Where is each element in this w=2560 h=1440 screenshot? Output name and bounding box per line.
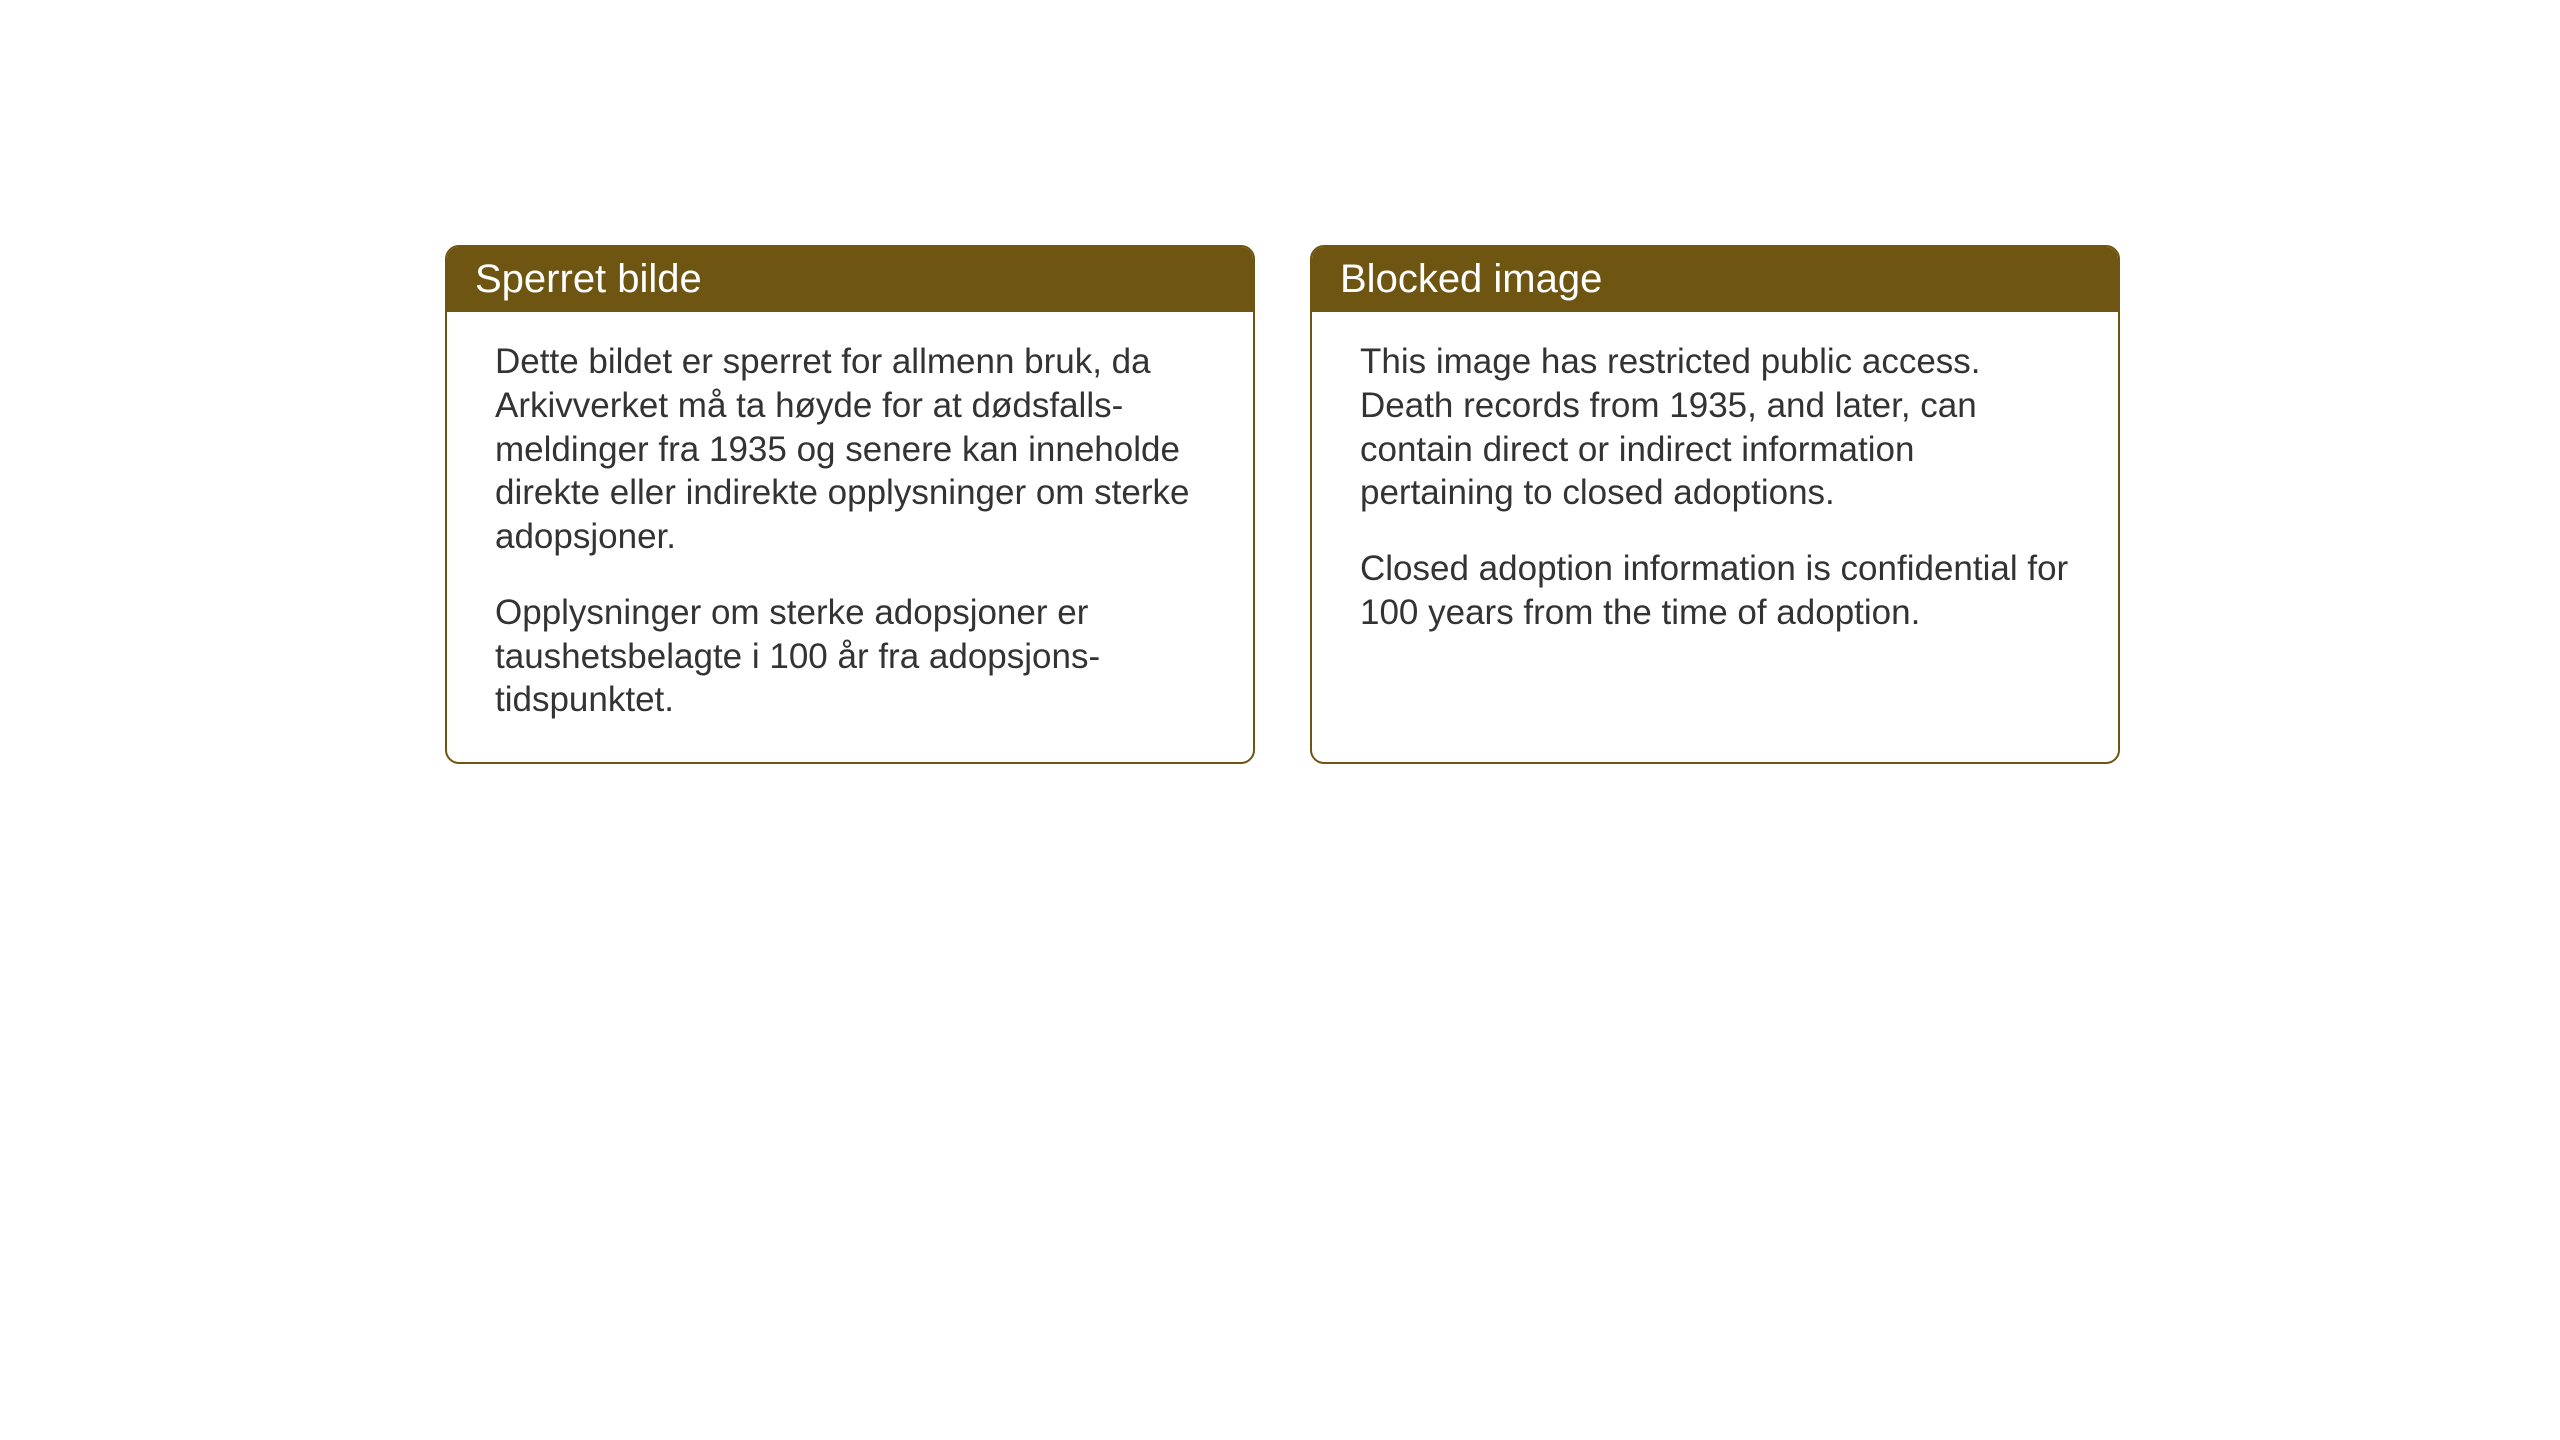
english-paragraph-2: Closed adoption information is confident… — [1360, 547, 2070, 635]
english-paragraph-1: This image has restricted public access.… — [1360, 340, 2070, 515]
norwegian-paragraph-2: Opplysninger om sterke adopsjoner er tau… — [495, 591, 1205, 722]
norwegian-card-title: Sperret bilde — [475, 257, 702, 301]
english-card-title: Blocked image — [1340, 257, 1602, 301]
norwegian-card-body: Dette bildet er sperret for allmenn bruk… — [447, 312, 1253, 762]
notice-container: Sperret bilde Dette bildet er sperret fo… — [445, 245, 2120, 764]
english-card-body: This image has restricted public access.… — [1312, 312, 2118, 675]
english-notice-card: Blocked image This image has restricted … — [1310, 245, 2120, 764]
norwegian-notice-card: Sperret bilde Dette bildet er sperret fo… — [445, 245, 1255, 764]
norwegian-card-header: Sperret bilde — [447, 247, 1253, 312]
norwegian-paragraph-1: Dette bildet er sperret for allmenn bruk… — [495, 340, 1205, 559]
english-card-header: Blocked image — [1312, 247, 2118, 312]
